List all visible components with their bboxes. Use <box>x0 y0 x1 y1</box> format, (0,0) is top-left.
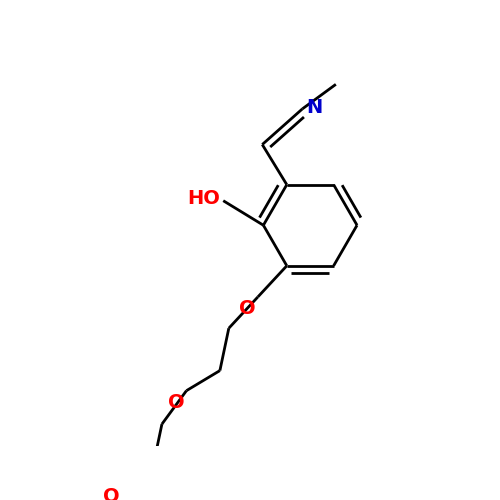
Text: O: O <box>168 393 184 412</box>
Text: HO: HO <box>187 190 220 208</box>
Text: O: O <box>103 486 120 500</box>
Text: N: N <box>306 98 322 116</box>
Text: O: O <box>239 299 256 318</box>
